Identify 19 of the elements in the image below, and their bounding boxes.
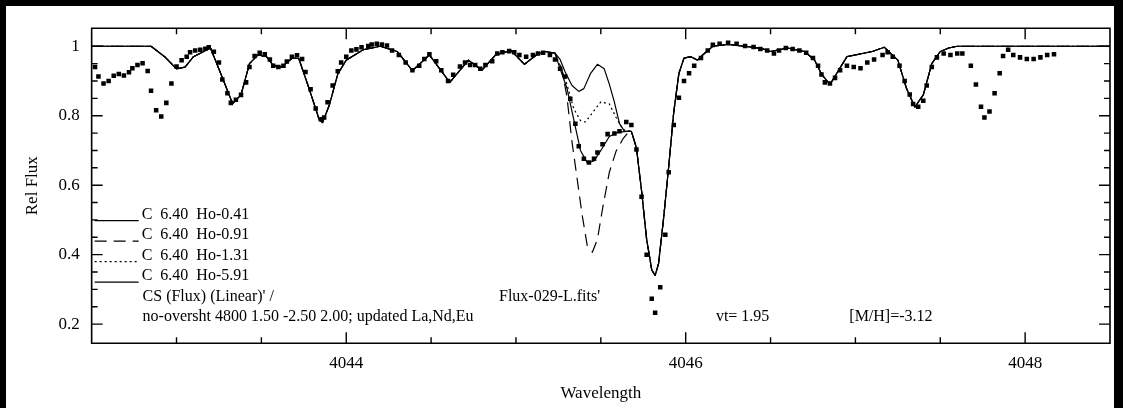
y-tick-label: 0.6 xyxy=(58,174,80,194)
x-tick-label: 4048 xyxy=(1008,352,1043,372)
y-tick-label: 0.4 xyxy=(58,244,81,264)
annotation: [M/H]=-3.12 xyxy=(849,307,933,325)
legend-label: C 6.40 Ho-0.91 xyxy=(141,225,250,243)
x-tick-label: 4046 xyxy=(668,352,703,372)
annotation: no-oversht 4800 1.50 -2.50 2.00; updated La,Nd,Eu xyxy=(142,307,474,326)
legend-label: C 6.40 Ho-1.31 xyxy=(141,245,250,263)
y-axis-title: Rel Flux xyxy=(21,155,41,216)
y-tick-label: 0.8 xyxy=(58,105,80,125)
x-axis-title: Wavelength xyxy=(560,383,642,403)
x-tick-label: 4044 xyxy=(329,352,364,372)
legend-label: C 6.40 Ho-5.91 xyxy=(141,266,250,284)
legend-label: C 6.40 Ho-0.41 xyxy=(141,204,250,222)
annotation: Flux-029-L.fits' xyxy=(498,286,601,304)
annotation: vt= 1.95 xyxy=(715,307,770,325)
y-tick-label: 1 xyxy=(71,35,80,55)
annotation: CS (Flux) (Linear)' / xyxy=(142,286,275,305)
y-tick-label: 0.2 xyxy=(58,313,80,333)
